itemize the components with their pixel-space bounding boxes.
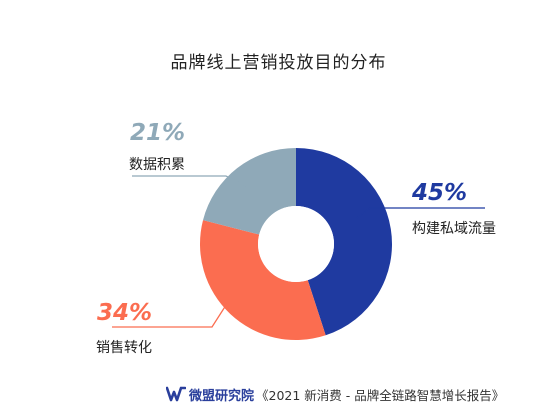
leader-line-2 xyxy=(112,301,229,328)
leader-line-3 xyxy=(132,175,247,187)
donut-slice-1 xyxy=(296,148,392,336)
slice-category-label-3: 数据积累 xyxy=(129,157,185,173)
logo-icon xyxy=(166,386,186,402)
footer-source: 微盟研究院 《2021 新消费 - 品牌全链路智慧增长报告》 xyxy=(166,384,504,404)
donut-hole xyxy=(258,206,334,282)
donut-slice-2 xyxy=(200,220,326,340)
donut-slice-3 xyxy=(203,148,296,235)
chart-title: 品牌线上营销投放目的分布 xyxy=(170,53,387,73)
slice-percent-label-3: 21% xyxy=(130,120,185,146)
footer-report-title: 《2021 新消费 - 品牌全链路智慧增长报告》 xyxy=(256,387,505,403)
footer-brand: 微盟研究院 xyxy=(189,388,255,404)
slice-category-label-2: 销售转化 xyxy=(96,340,152,356)
slice-percent-label-1: 45% xyxy=(411,180,467,206)
leader-line-1 xyxy=(356,207,485,219)
slice-category-label-1: 构建私域流量 xyxy=(412,221,496,237)
slice-percent-label-2: 34% xyxy=(97,300,152,326)
